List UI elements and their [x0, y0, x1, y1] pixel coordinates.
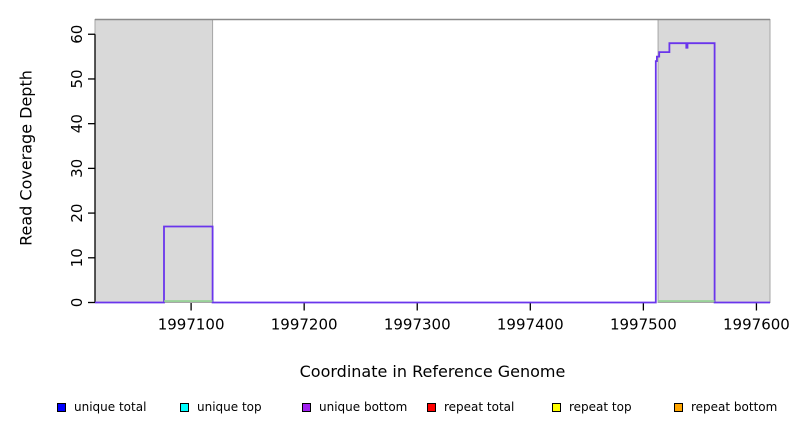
repeat-bottom-swatch-icon [674, 402, 683, 412]
y-tick-label: 0 [68, 298, 86, 308]
y-tick-label: 20 [68, 204, 86, 223]
unique-bottom-swatch-icon [302, 402, 311, 412]
shaded-region [94, 19, 214, 303]
x-tick-label: 1997400 [497, 316, 564, 334]
x-tick-label: 1997600 [723, 316, 790, 334]
x-axis-title: Coordinate in Reference Genome [299, 362, 566, 381]
coverage-line [95, 42, 770, 304]
repeat-top-swatch-icon [552, 402, 561, 412]
x-tick-label: 1997200 [271, 316, 338, 334]
y-tick-label: 60 [68, 25, 86, 44]
legend-item-repeat-total: repeat total [427, 398, 514, 416]
x-tick-label: 1997500 [610, 316, 677, 334]
legend-item-unique-top: unique top [180, 398, 262, 416]
x-tick-label: 1997100 [158, 316, 225, 334]
legend: unique total unique top unique bottom re… [0, 398, 792, 420]
x-tick-label: 1997300 [384, 316, 451, 334]
legend-label: unique total [74, 400, 147, 414]
legend-item-unique-total: unique total [57, 398, 146, 416]
legend-label: repeat top [569, 400, 632, 414]
y-tick-label: 50 [68, 69, 86, 88]
legend-label: repeat bottom [691, 400, 778, 414]
unique-top-swatch-icon [180, 402, 189, 412]
legend-item-repeat-top: repeat top [552, 398, 632, 416]
repeat-total-swatch-icon [427, 402, 436, 412]
legend-label: repeat total [444, 400, 515, 414]
legend-item-unique-bottom: unique bottom [302, 398, 407, 416]
unique-total-swatch-icon [57, 402, 66, 412]
y-tick-label: 10 [68, 248, 86, 267]
y-axis-title: Read Coverage Depth [16, 70, 36, 246]
y-tick-label: 40 [68, 114, 86, 133]
legend-item-repeat-bottom: repeat bottom [674, 398, 777, 416]
y-tick-label: 30 [68, 159, 86, 178]
legend-label: unique bottom [319, 400, 408, 414]
legend-label: unique top [197, 400, 262, 414]
